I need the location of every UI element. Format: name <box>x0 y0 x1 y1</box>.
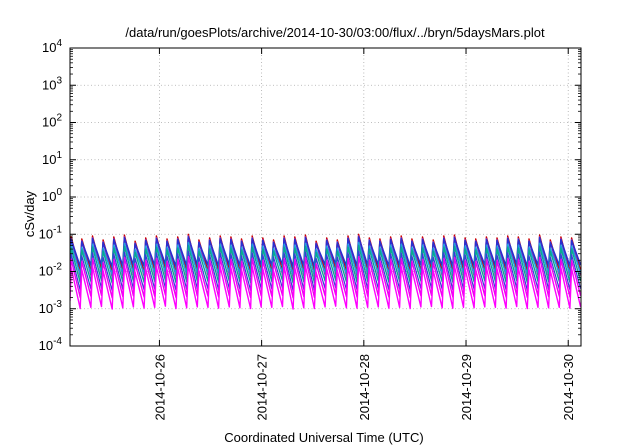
x-axis-label: Coordinated Universal Time (UTC) <box>224 430 423 445</box>
x-tick-label: 2014-10-28 <box>357 354 372 421</box>
y-axis-label: cSv/day <box>22 190 37 237</box>
x-tick-label: 2014-10-30 <box>561 354 576 421</box>
y-tick-label: 103 <box>42 75 62 92</box>
y-tick-label: 10-4 <box>39 336 63 353</box>
x-tick-label: 2014-10-26 <box>152 354 167 421</box>
y-tick-label: 100 <box>42 187 62 204</box>
axis-ticks: 10-4 10-3 10-2 10-1 100 101 102 103 104 2014-10-2… <box>39 38 581 421</box>
y-tick-label: 10-1 <box>39 224 63 241</box>
x-tick-label: 2014-10-27 <box>255 354 270 421</box>
y-tick-label: 10-2 <box>39 262 63 279</box>
chart-title: /data/run/goesPlots/archive/2014-10-30/0… <box>125 25 545 40</box>
series-group <box>70 233 581 310</box>
y-tick-label: 102 <box>42 113 62 130</box>
x-tick-label: 2014-10-29 <box>459 354 474 421</box>
y-tick-label: 10-3 <box>39 299 63 316</box>
y-tick-label: 101 <box>42 150 62 167</box>
y-tick-label: 104 <box>42 38 62 55</box>
series-line <box>70 264 581 310</box>
